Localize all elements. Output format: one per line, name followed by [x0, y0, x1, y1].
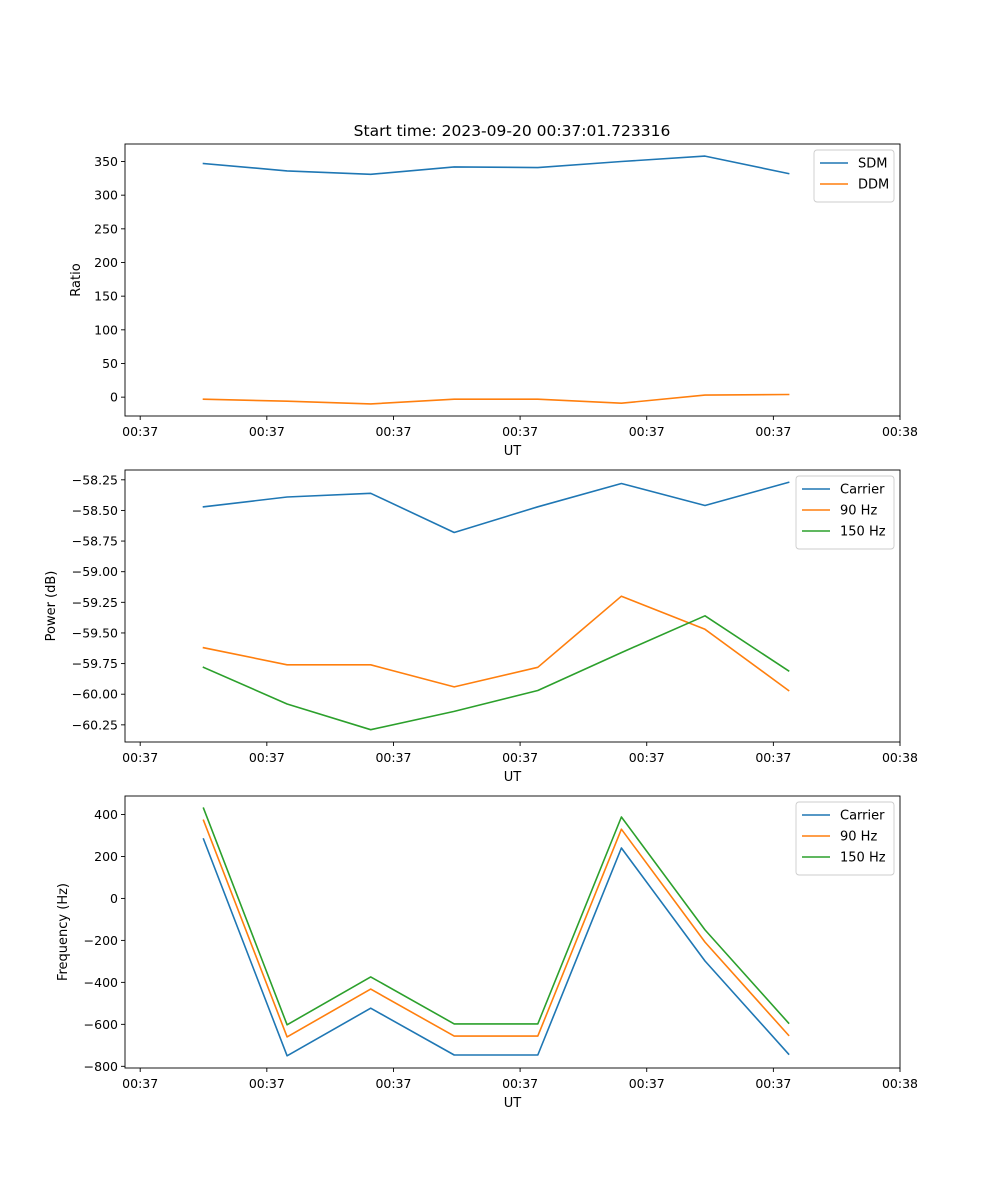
power-series-90-hz — [202, 595, 790, 692]
ratio-y-tick-label: 350 — [94, 154, 118, 169]
frequency-x-tick-label: 00:37 — [249, 1076, 285, 1091]
power-series-150-hz — [202, 614, 790, 731]
ratio-y-tick-label: 100 — [94, 322, 118, 337]
frequency-y-tick-label: 400 — [94, 807, 118, 822]
ratio-y-tick-label: 0 — [110, 390, 118, 405]
power-legend-label: 90 Hz — [840, 504, 877, 519]
power-y-tick-label: −59.75 — [72, 656, 118, 671]
frequency-series-150-hz — [202, 807, 790, 1026]
frequency-y-tick-label: −600 — [84, 1017, 118, 1032]
power-y-tick-label: −59.25 — [72, 595, 118, 610]
ratio-x-tick-label: 00:37 — [249, 424, 285, 439]
ratio-x-tick-label: 00:38 — [882, 424, 918, 439]
frequency-x-tick-label: 00:37 — [502, 1076, 538, 1091]
frequency-x-axis-label: UT — [504, 1096, 522, 1111]
frequency-y-tick-label: 200 — [94, 849, 118, 864]
ratio-legend-label: SDM — [858, 157, 887, 172]
power-panel: 00:37 00:37 00:37 00:37 00:37 00:37 00:38 −60.2… — [44, 469, 918, 785]
frequency-y-tick-label: −200 — [84, 933, 118, 948]
power-legend-label: Carrier — [840, 483, 885, 498]
frequency-legend-label: Carrier — [840, 809, 885, 824]
frequency-axes-frame — [124, 795, 901, 1069]
power-y-tick-label: −60.00 — [72, 687, 118, 702]
power-x-tick-label: 00:37 — [249, 750, 285, 765]
ratio-y-tick-label: 200 — [94, 255, 118, 270]
frequency-legend-label: 150 Hz — [840, 851, 886, 866]
frequency-x-tick-label: 00:37 — [755, 1076, 791, 1091]
ratio-x-tick-label: 00:37 — [629, 424, 665, 439]
ratio-x-tick-label: 00:37 — [502, 424, 538, 439]
power-y-tick-label: −58.50 — [72, 503, 118, 518]
power-x-tick-label: 00:38 — [882, 750, 918, 765]
power-x-tick-label: 00:37 — [502, 750, 538, 765]
frequency-x-tick-label: 00:37 — [629, 1076, 665, 1091]
chart-title: Start time: 2023-09-20 00:37:01.723316 — [354, 122, 671, 140]
frequency-x-tick-label: 00:37 — [122, 1076, 158, 1091]
ratio-y-tick-label: 150 — [94, 289, 118, 304]
ratio-legend-label: DDM — [858, 178, 889, 193]
frequency-panel: 00:37 00:37 00:37 00:37 00:37 00:37 00:38 −800 −… — [56, 795, 918, 1111]
power-y-tick-label: −60.25 — [72, 717, 118, 732]
power-y-tick-label: −58.25 — [72, 472, 118, 487]
power-legend-label: 150 Hz — [840, 525, 886, 540]
ratio-y-tick-label: 300 — [94, 188, 118, 203]
frequency-series-90-hz — [202, 819, 790, 1038]
power-x-tick-label: 00:37 — [755, 750, 791, 765]
power-y-tick-label: −59.50 — [72, 625, 118, 640]
ratio-series-sdm — [202, 155, 790, 176]
ratio-panel: 00:37 00:37 00:37 00:37 00:37 00:37 00:38 0 50 10… — [69, 143, 918, 459]
ratio-x-tick-label: 00:37 — [375, 424, 411, 439]
frequency-x-tick-label: 00:38 — [882, 1076, 918, 1091]
power-x-tick-label: 00:37 — [122, 750, 158, 765]
frequency-x-tick-label: 00:37 — [375, 1076, 411, 1091]
frequency-legend-label: 90 Hz — [840, 830, 877, 845]
frequency-y-axis-label: Frequency (Hz) — [56, 883, 71, 981]
ratio-y-axis-label: Ratio — [69, 263, 84, 296]
power-x-axis-label: UT — [504, 770, 522, 785]
frequency-series-carrier — [202, 837, 790, 1057]
power-legend: Carrier 90 Hz 150 Hz — [795, 475, 895, 550]
ratio-x-tick-label: 00:37 — [122, 424, 158, 439]
ratio-x-axis-label: UT — [504, 444, 522, 459]
power-axes-frame — [124, 469, 901, 743]
frequency-y-tick-label: −400 — [84, 975, 118, 990]
frequency-legend: Carrier 90 Hz 150 Hz — [795, 801, 895, 876]
power-y-tick-label: −58.75 — [72, 534, 118, 549]
power-x-tick-label: 00:37 — [375, 750, 411, 765]
ratio-x-tick-label: 00:37 — [755, 424, 791, 439]
ratio-axes-frame — [124, 143, 901, 417]
power-series-carrier — [202, 481, 790, 534]
frequency-y-tick-label: −800 — [84, 1059, 118, 1074]
power-y-tick-label: −59.00 — [72, 564, 118, 579]
ratio-series-ddm — [202, 393, 790, 405]
frequency-y-tick-label: 0 — [110, 891, 118, 906]
power-y-axis-label: Power (dB) — [44, 571, 59, 642]
power-x-tick-label: 00:37 — [629, 750, 665, 765]
ratio-y-tick-label: 250 — [94, 221, 118, 236]
ratio-y-tick-label: 50 — [102, 356, 118, 371]
ratio-legend: SDM DDM — [813, 149, 895, 203]
